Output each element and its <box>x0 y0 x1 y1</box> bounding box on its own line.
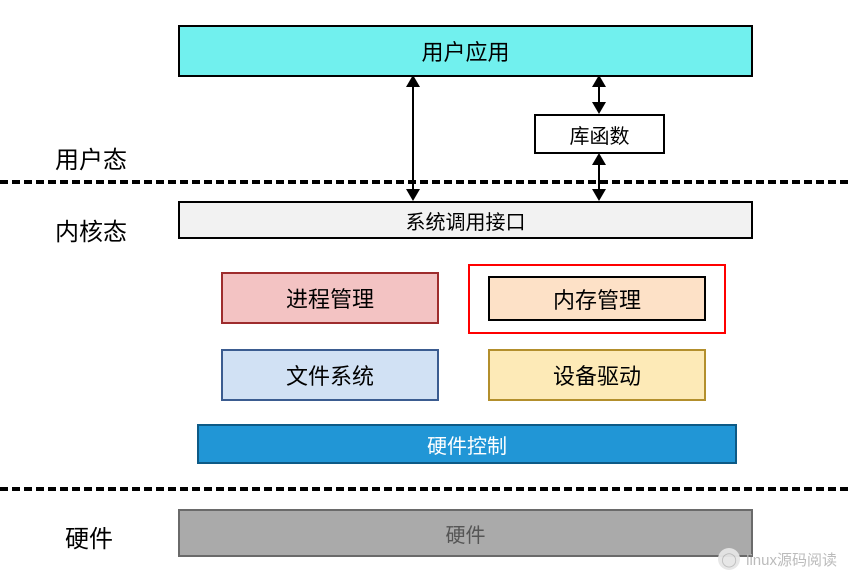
wechat-icon: ◯ <box>718 548 740 570</box>
box-lib-fn: 库函数 <box>534 114 665 154</box>
box-hw-ctrl-label: 硬件控制 <box>427 430 507 459</box>
box-dev-drv: 设备驱动 <box>488 349 706 401</box>
box-mem-mgmt-label: 内存管理 <box>553 283 641 315</box>
box-syscall-label: 系统调用接口 <box>406 206 526 235</box>
box-lib-fn-label: 库函数 <box>570 120 630 149</box>
box-mem-mgmt: 内存管理 <box>488 276 706 321</box>
box-hardware: 硬件 <box>178 509 753 557</box>
arrow-lib-to-syscall <box>598 155 600 199</box>
label-user-mode: 用户态 <box>55 140 127 175</box>
watermark: ◯ linux源码阅读 <box>718 548 837 570</box>
box-proc-mgmt-label: 进程管理 <box>286 282 374 314</box>
label-hardware-section: 硬件 <box>65 519 113 554</box>
box-hw-ctrl: 硬件控制 <box>197 424 737 464</box>
box-dev-drv-label: 设备驱动 <box>553 359 641 391</box>
divider-user-kernel <box>0 180 848 184</box>
box-proc-mgmt: 进程管理 <box>221 272 439 324</box>
box-syscall: 系统调用接口 <box>178 201 753 239</box>
box-user-app: 用户应用 <box>178 25 753 77</box>
arrow-user-to-lib <box>598 77 600 112</box>
label-kernel-mode: 内核态 <box>55 212 127 247</box>
arrow-user-to-syscall <box>412 77 414 199</box>
box-filesys-label: 文件系统 <box>286 359 374 391</box>
box-hardware-label: 硬件 <box>446 519 486 548</box>
box-filesys: 文件系统 <box>221 349 439 401</box>
linux-architecture-diagram: 用户态 内核态 硬件 用户应用 库函数 系统调用接口 进程管理 内存管理 文件系… <box>0 0 865 588</box>
divider-kernel-hardware <box>0 487 848 491</box>
watermark-text: linux源码阅读 <box>746 549 837 570</box>
box-user-app-label: 用户应用 <box>421 35 509 67</box>
